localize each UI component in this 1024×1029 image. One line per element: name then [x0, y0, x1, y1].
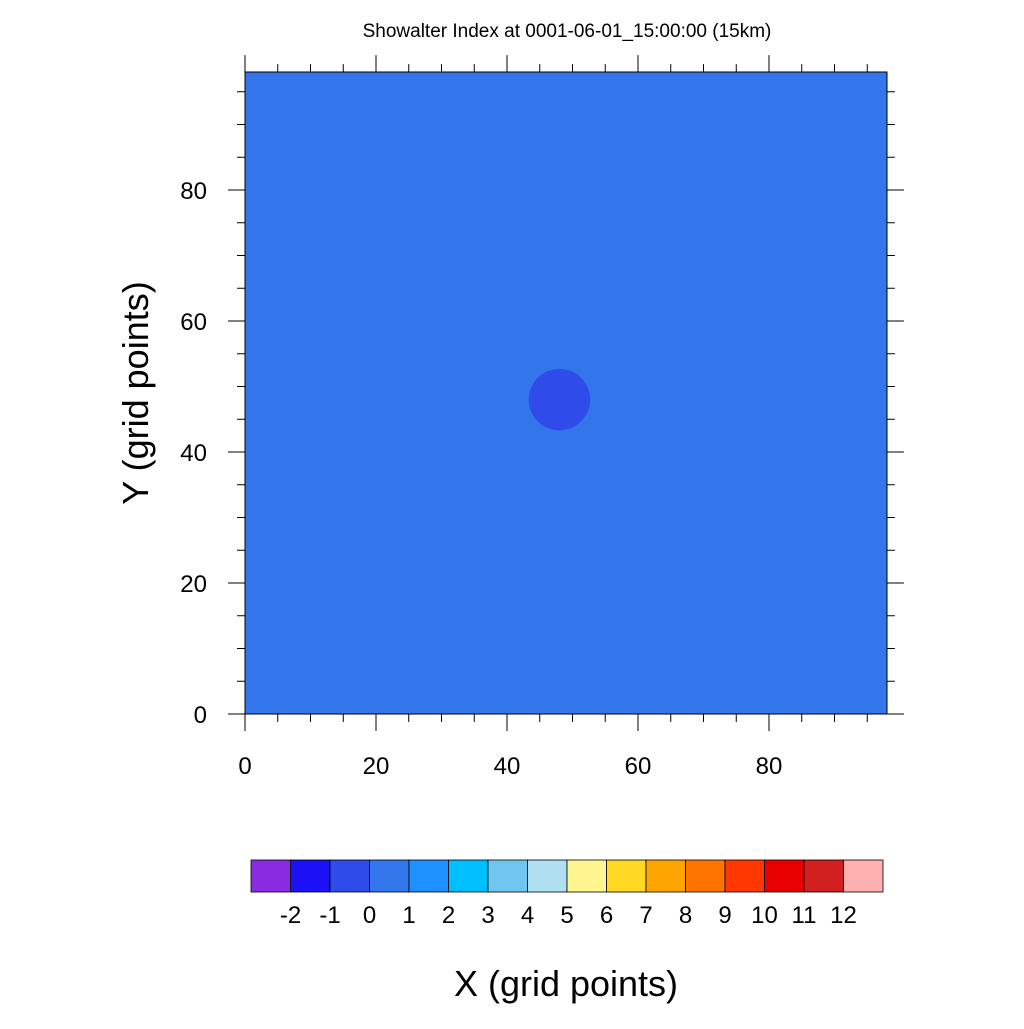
x-tick-label: 20	[363, 753, 390, 780]
y-tick-label: 80	[180, 178, 207, 205]
chart-title: Showalter Index at 0001-06-01_15:00:00 (…	[363, 21, 772, 42]
colorbar-labels: -2 -1 0 1 2 3 4 5 6 7 8 9 10 11 12	[280, 902, 857, 929]
colorbar-box	[764, 859, 805, 893]
x-tick-label: 40	[494, 753, 521, 780]
colorbar	[250, 859, 884, 893]
x-tick-label: 0	[238, 753, 251, 780]
colorbar-label: 0	[363, 902, 376, 929]
colorbar-label: 2	[442, 902, 455, 929]
colorbar-box	[803, 859, 844, 893]
colorbar-label: -1	[319, 902, 340, 929]
y-axis-label: Y (grid points)	[115, 281, 156, 504]
colorbar-label: 9	[718, 902, 731, 929]
colorbar-box	[724, 859, 765, 893]
x-axis-label: X (grid points)	[454, 963, 678, 1004]
field-feature-circle-0	[528, 368, 591, 431]
field-features	[528, 368, 591, 431]
colorbar-box	[606, 859, 647, 893]
colorbar-box	[685, 859, 726, 893]
colorbar-label: 6	[600, 902, 613, 929]
colorbar-box	[645, 859, 686, 893]
colorbar-box	[527, 859, 568, 893]
y-tick-label: 40	[180, 440, 207, 467]
colorbar-label: 5	[560, 902, 573, 929]
y-tick-labels: 0 20 40 60 80	[180, 178, 207, 729]
colorbar-box	[250, 859, 291, 893]
colorbar-box	[369, 859, 410, 893]
x-tick-label: 60	[625, 753, 652, 780]
axis-ticks	[228, 55, 904, 731]
colorbar-label: 4	[521, 902, 534, 929]
colorbar-box	[566, 859, 607, 893]
colorbar-label: 11	[792, 902, 817, 929]
x-tick-labels: 0 20 40 60 80	[238, 753, 782, 780]
colorbar-box	[408, 859, 449, 893]
colorbar-label: 12	[830, 902, 857, 929]
x-tick-label: 80	[756, 753, 783, 780]
colorbar-box	[329, 859, 370, 893]
y-tick-label: 0	[194, 702, 207, 729]
y-tick-label: 60	[180, 309, 207, 336]
colorbar-label: 10	[751, 902, 778, 929]
colorbar-box	[290, 859, 331, 893]
colorbar-label: 1	[402, 902, 415, 929]
colorbar-label: 3	[481, 902, 494, 929]
colorbar-label: 7	[639, 902, 652, 929]
colorbar-box	[487, 859, 528, 893]
colorbar-label: 8	[679, 902, 692, 929]
colorbar-box	[843, 859, 884, 893]
colorbar-box	[448, 859, 489, 893]
colorbar-label: -2	[280, 902, 301, 929]
y-tick-label: 20	[180, 571, 207, 598]
